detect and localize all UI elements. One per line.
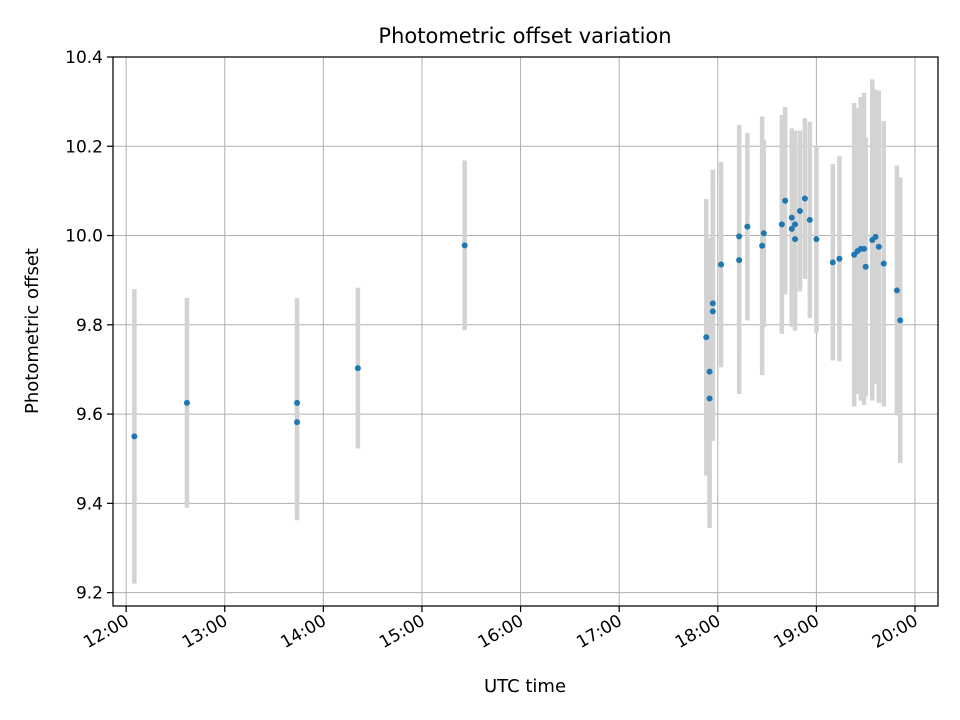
y-tick-label: 9.2 xyxy=(76,584,103,604)
y-axis-label: Photometric offset xyxy=(22,248,43,414)
data-point xyxy=(294,419,301,426)
data-point xyxy=(880,260,887,267)
data-point xyxy=(760,230,767,237)
y-axis-ticks: 9.2 9.4 9.6 9.8 10.0 10.2 10.4 xyxy=(65,48,113,604)
data-point xyxy=(706,395,713,402)
y-tick-label: 9.6 xyxy=(76,405,103,425)
y-tick-label: 10.4 xyxy=(65,48,103,68)
data-point xyxy=(788,214,795,221)
data-point xyxy=(183,399,190,406)
data-point xyxy=(703,334,710,341)
data-point xyxy=(796,207,803,214)
data-point xyxy=(354,365,361,372)
data-point xyxy=(872,233,879,240)
data-point xyxy=(875,243,882,250)
y-tick-label: 9.4 xyxy=(76,494,103,514)
data-point xyxy=(861,245,868,252)
data-point xyxy=(709,308,716,315)
data-point xyxy=(706,368,713,375)
data-points xyxy=(131,195,904,440)
data-point xyxy=(736,257,743,264)
data-point xyxy=(829,259,836,266)
data-point xyxy=(862,263,869,270)
data-point xyxy=(788,225,795,232)
plot-frame xyxy=(112,56,939,607)
data-point xyxy=(131,433,138,440)
data-point xyxy=(461,242,468,249)
data-point xyxy=(736,233,743,240)
data-point xyxy=(801,195,808,202)
data-point xyxy=(813,236,820,243)
data-point xyxy=(778,221,785,228)
data-point xyxy=(836,255,843,262)
chart-title: Photometric offset variation xyxy=(378,24,671,48)
data-point xyxy=(759,242,766,249)
data-point xyxy=(792,236,799,243)
data-point xyxy=(782,197,789,204)
y-tick-label: 9.8 xyxy=(76,316,103,336)
data-point xyxy=(897,317,904,324)
data-point xyxy=(744,223,751,230)
data-point xyxy=(709,300,716,307)
y-tick-label: 10.2 xyxy=(65,137,103,157)
y-tick-label: 10.0 xyxy=(65,227,103,247)
data-point xyxy=(792,221,799,228)
data-point xyxy=(294,399,301,406)
data-point xyxy=(806,216,813,223)
data-point xyxy=(893,287,900,294)
data-point xyxy=(718,261,725,268)
x-axis-label: UTC time xyxy=(484,676,566,697)
